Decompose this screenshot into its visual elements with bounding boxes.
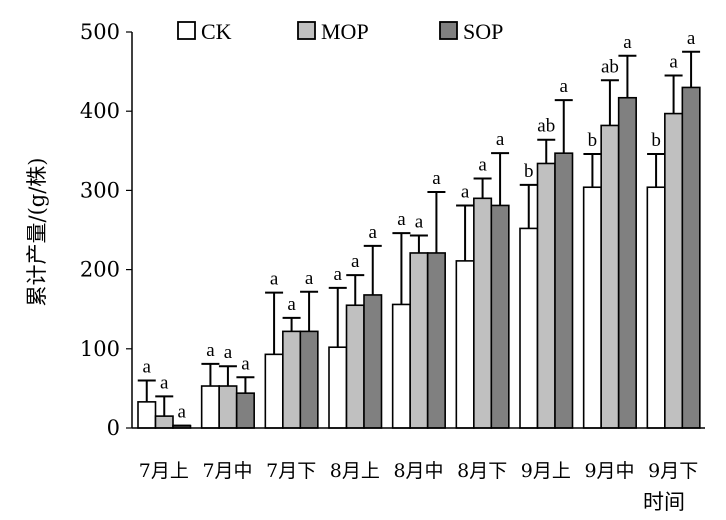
significance-label: a <box>206 340 215 361</box>
y-tick-label: 200 <box>80 258 120 282</box>
x-tick-label: 9月下 <box>648 460 698 482</box>
significance-label: b <box>588 130 598 151</box>
bar <box>154 415 174 429</box>
legend-label: MOP <box>321 19 369 44</box>
significance-label: a <box>415 212 424 233</box>
x-axis-title: 时间 <box>643 490 685 514</box>
bar <box>299 330 319 429</box>
bar <box>536 162 556 429</box>
bar <box>455 260 475 429</box>
bar <box>264 353 284 429</box>
significance-label: a <box>496 129 505 150</box>
bar <box>235 392 255 429</box>
legend-swatch <box>439 21 458 40</box>
x-tick-label: 9月上 <box>521 460 571 482</box>
x-tick-label: 8月下 <box>457 460 507 482</box>
significance-label: a <box>432 168 441 189</box>
x-tick-label: 8月上 <box>330 460 380 482</box>
significance-label: a <box>224 342 233 363</box>
significance-label: a <box>178 402 187 423</box>
bar <box>391 303 411 429</box>
significance-label: ab <box>601 56 619 77</box>
legend-swatch <box>297 21 316 40</box>
significance-label: a <box>287 294 296 315</box>
significance-label: a <box>351 251 360 272</box>
significance-label: a <box>334 264 343 285</box>
x-tick-label: 7月上 <box>139 460 189 482</box>
bar <box>582 186 602 429</box>
significance-label: a <box>461 181 470 202</box>
bar <box>554 152 574 429</box>
legend-swatch <box>177 21 196 40</box>
bar <box>681 86 701 429</box>
bar <box>646 186 666 429</box>
bar <box>664 112 684 429</box>
y-tick-label: 500 <box>80 20 120 44</box>
legend-label: CK <box>201 19 232 44</box>
bar <box>137 401 157 429</box>
x-tick-label: 8月中 <box>393 460 443 482</box>
bar <box>328 346 348 429</box>
x-tick-label: 7月中 <box>202 460 252 482</box>
significance-label: a <box>241 353 250 374</box>
significance-label: a <box>623 32 632 53</box>
x-tick-label: 9月中 <box>584 460 634 482</box>
significance-label: a <box>270 269 279 290</box>
bar <box>617 96 637 429</box>
y-axis-title: 累计产量/(g/株) <box>25 158 49 307</box>
significance-label: ab <box>537 116 555 137</box>
significance-label: a <box>305 268 314 289</box>
significance-label: b <box>524 161 534 182</box>
bar <box>490 204 510 429</box>
significance-label: a <box>478 155 487 176</box>
significance-label: a <box>560 76 569 97</box>
y-tick-label: 0 <box>107 416 120 440</box>
significance-label: a <box>397 209 406 230</box>
y-tick-label: 300 <box>80 178 120 202</box>
significance-label: a <box>369 222 378 243</box>
bar <box>363 294 383 429</box>
significance-label: a <box>160 372 169 393</box>
bar <box>218 385 238 429</box>
x-tick-label: 7月下 <box>266 460 316 482</box>
significance-label: a <box>687 28 696 49</box>
legend-label: SOP <box>463 19 503 44</box>
bar <box>409 252 429 429</box>
bar <box>426 252 446 429</box>
bar <box>200 385 220 429</box>
significance-label: a <box>143 356 152 377</box>
y-tick-label: 100 <box>80 337 120 361</box>
bar <box>519 227 539 429</box>
bar <box>345 304 365 429</box>
significance-label: a <box>669 52 678 73</box>
bar <box>600 124 620 429</box>
significance-label: b <box>651 130 661 151</box>
bar <box>473 197 493 429</box>
bar <box>282 330 302 429</box>
y-tick-label: 400 <box>80 99 120 123</box>
